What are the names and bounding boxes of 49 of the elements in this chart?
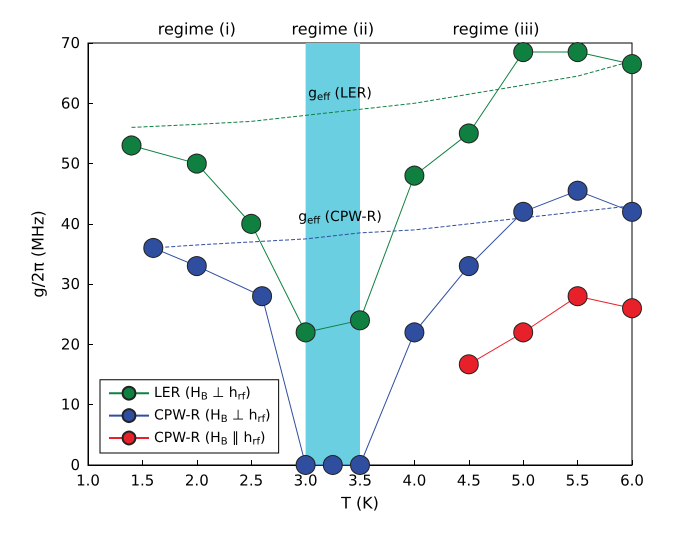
x-tick-label: 4.0 [402, 472, 426, 490]
x-tick-label: 1.0 [76, 472, 100, 490]
x-tick-label: 4.5 [456, 472, 481, 490]
point [404, 166, 424, 186]
point [622, 54, 642, 74]
point [568, 286, 588, 306]
point [252, 286, 272, 306]
point [513, 322, 534, 342]
text: regime (ii) [292, 20, 374, 38]
y-tick-label: 30 [60, 275, 80, 294]
y-tick-label: 40 [60, 214, 80, 233]
point [568, 180, 588, 201]
x-tick-label: 3.0 [294, 472, 318, 490]
x-tick-label: 3.5 [348, 472, 372, 490]
y-tick-label: 20 [60, 335, 80, 354]
point [186, 256, 207, 276]
point [622, 298, 642, 318]
point [241, 214, 262, 234]
y-tick-label: 50 [60, 154, 80, 173]
text: regime (i) [158, 20, 236, 38]
point [143, 238, 164, 258]
y-tick-label: 0 [70, 456, 80, 474]
point [568, 42, 588, 62]
point [622, 202, 642, 222]
y-tick-label: 60 [60, 94, 80, 112]
text: regime (iii) [452, 20, 540, 38]
x-tick-label: 5.5 [566, 472, 590, 490]
point [296, 322, 316, 342]
y-axis-title: g/2π (MHz) [28, 210, 48, 298]
point [296, 455, 316, 475]
x-axis-title: T (K) [340, 494, 379, 512]
x-tick-label: 5.0 [511, 472, 536, 490]
point [458, 123, 479, 144]
point [122, 135, 142, 156]
point [404, 322, 424, 342]
point [513, 42, 534, 62]
y-tick-label: 10 [60, 396, 80, 414]
x-tick-label: 6.0 [620, 472, 644, 490]
x-tick-label: 2.0 [184, 472, 209, 490]
point [513, 202, 534, 222]
y-tick-label: 70 [60, 34, 80, 52]
point [458, 354, 479, 374]
x-tick-label: 1.5 [130, 472, 154, 490]
point [186, 154, 207, 174]
x-tick-label: 2.5 [239, 472, 264, 490]
point [350, 455, 370, 475]
point [458, 256, 479, 276]
point [350, 310, 370, 330]
point [322, 455, 343, 475]
